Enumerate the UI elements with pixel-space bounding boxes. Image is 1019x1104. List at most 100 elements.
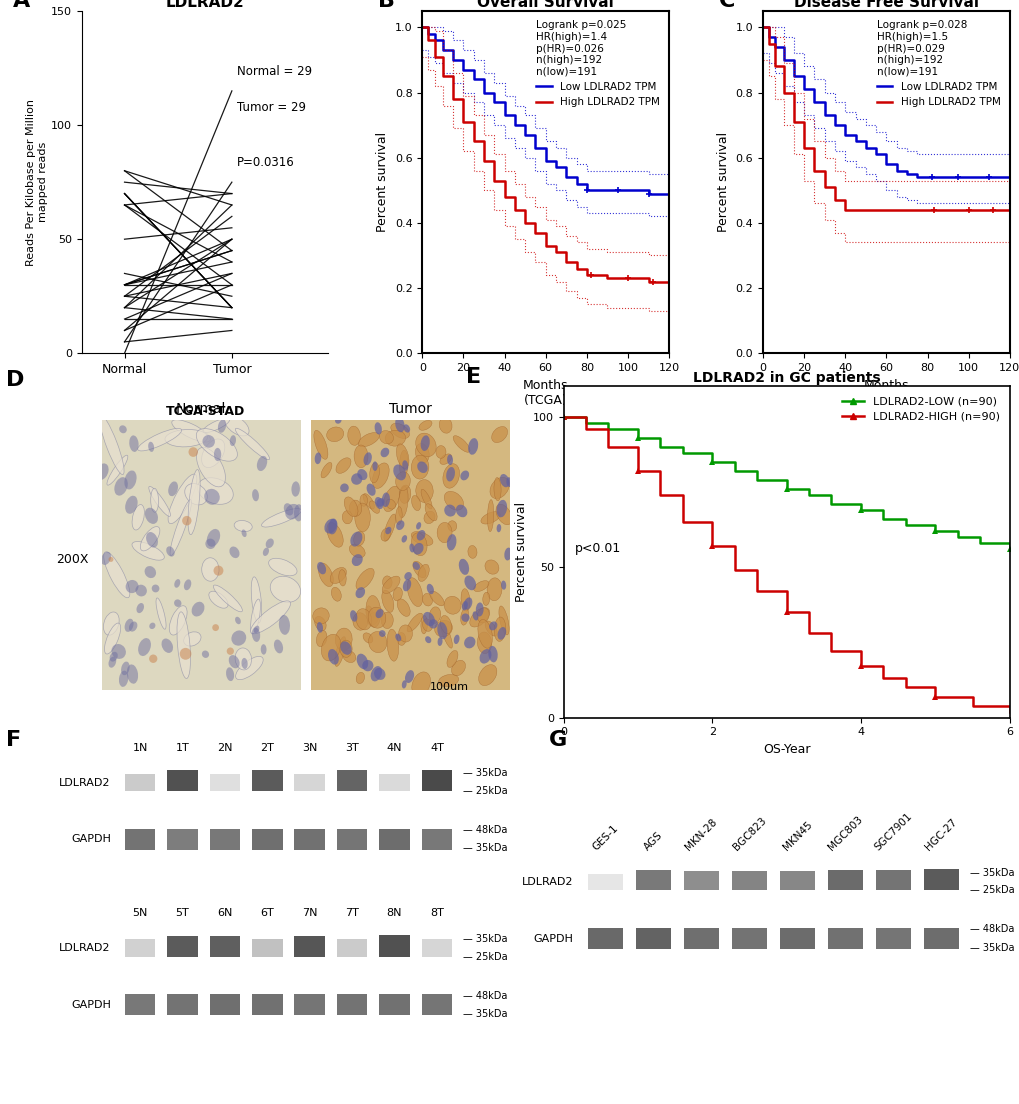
Ellipse shape bbox=[351, 474, 362, 485]
Ellipse shape bbox=[357, 654, 368, 669]
Bar bbox=[124, 995, 155, 1016]
Ellipse shape bbox=[404, 572, 412, 580]
Ellipse shape bbox=[452, 436, 470, 453]
Ellipse shape bbox=[461, 614, 469, 622]
Bar bbox=[210, 995, 239, 1016]
Ellipse shape bbox=[411, 531, 432, 545]
Ellipse shape bbox=[475, 603, 483, 616]
Ellipse shape bbox=[166, 546, 174, 556]
Ellipse shape bbox=[326, 427, 343, 442]
Ellipse shape bbox=[338, 570, 345, 586]
Ellipse shape bbox=[171, 420, 210, 442]
Title: LDLRAD2 in GC patients: LDLRAD2 in GC patients bbox=[692, 371, 879, 385]
Ellipse shape bbox=[331, 587, 341, 602]
Ellipse shape bbox=[165, 429, 207, 447]
Ellipse shape bbox=[202, 558, 219, 581]
Ellipse shape bbox=[257, 456, 267, 471]
Ellipse shape bbox=[455, 505, 467, 518]
Text: GAPDH: GAPDH bbox=[533, 934, 573, 944]
Ellipse shape bbox=[386, 629, 398, 661]
Bar bbox=[167, 995, 198, 1016]
Ellipse shape bbox=[374, 497, 383, 509]
Text: LDLRAD2: LDLRAD2 bbox=[59, 943, 111, 953]
Ellipse shape bbox=[394, 417, 405, 433]
Text: 5T: 5T bbox=[175, 909, 190, 919]
Text: GES-1: GES-1 bbox=[590, 822, 620, 852]
Text: — 25kDa: — 25kDa bbox=[969, 885, 1014, 895]
Ellipse shape bbox=[464, 597, 472, 609]
Bar bbox=[124, 829, 155, 850]
Ellipse shape bbox=[124, 618, 133, 631]
Ellipse shape bbox=[149, 655, 157, 662]
Text: 7T: 7T bbox=[344, 909, 359, 919]
Ellipse shape bbox=[242, 530, 247, 537]
Ellipse shape bbox=[360, 495, 367, 507]
Ellipse shape bbox=[352, 554, 363, 566]
Ellipse shape bbox=[204, 489, 219, 505]
Text: GAPDH: GAPDH bbox=[71, 835, 111, 845]
Legend: LDLRAD2-LOW (n=90), LDLRAD2-HIGH (n=90): LDLRAD2-LOW (n=90), LDLRAD2-HIGH (n=90) bbox=[837, 392, 1004, 426]
Bar bbox=[588, 873, 623, 890]
Bar bbox=[294, 774, 325, 790]
Ellipse shape bbox=[347, 426, 360, 445]
Bar bbox=[636, 928, 671, 949]
Ellipse shape bbox=[354, 531, 365, 546]
Ellipse shape bbox=[174, 599, 181, 607]
Ellipse shape bbox=[376, 498, 384, 507]
Legend: Low LDLRAD2 TPM, High LDLRAD2 TPM: Low LDLRAD2 TPM, High LDLRAD2 TPM bbox=[531, 17, 663, 112]
Ellipse shape bbox=[459, 559, 469, 575]
Ellipse shape bbox=[209, 592, 228, 608]
Ellipse shape bbox=[470, 607, 489, 627]
Legend: Low LDLRAD2 TPM, High LDLRAD2 TPM: Low LDLRAD2 TPM, High LDLRAD2 TPM bbox=[871, 17, 1004, 112]
Text: P=0.0316: P=0.0316 bbox=[237, 156, 294, 169]
Text: 2T: 2T bbox=[260, 743, 274, 753]
Ellipse shape bbox=[334, 417, 341, 424]
Ellipse shape bbox=[343, 497, 358, 517]
Bar bbox=[167, 769, 198, 790]
Ellipse shape bbox=[416, 433, 436, 457]
Ellipse shape bbox=[396, 598, 410, 616]
Ellipse shape bbox=[404, 424, 410, 433]
Ellipse shape bbox=[100, 415, 124, 475]
Ellipse shape bbox=[356, 587, 365, 598]
Bar bbox=[588, 928, 623, 949]
Text: — 48kDa: — 48kDa bbox=[463, 990, 507, 1000]
Y-axis label: Percent survival: Percent survival bbox=[514, 502, 527, 602]
Bar bbox=[252, 829, 282, 850]
Ellipse shape bbox=[366, 484, 375, 496]
Ellipse shape bbox=[392, 587, 403, 601]
Ellipse shape bbox=[226, 667, 234, 681]
Text: — 35kDa: — 35kDa bbox=[463, 768, 507, 778]
Ellipse shape bbox=[202, 439, 224, 468]
Ellipse shape bbox=[429, 591, 444, 606]
Ellipse shape bbox=[487, 577, 501, 601]
Ellipse shape bbox=[198, 478, 233, 505]
Text: 1T: 1T bbox=[175, 743, 190, 753]
Ellipse shape bbox=[184, 484, 207, 505]
Ellipse shape bbox=[131, 542, 164, 560]
Ellipse shape bbox=[493, 478, 500, 501]
Ellipse shape bbox=[235, 648, 252, 670]
Ellipse shape bbox=[321, 463, 331, 478]
Ellipse shape bbox=[363, 493, 374, 509]
Bar bbox=[379, 995, 410, 1016]
Ellipse shape bbox=[107, 455, 127, 485]
Ellipse shape bbox=[461, 588, 470, 612]
Ellipse shape bbox=[374, 668, 385, 680]
Ellipse shape bbox=[437, 622, 447, 639]
Ellipse shape bbox=[314, 616, 326, 630]
Text: 100um: 100um bbox=[430, 682, 469, 692]
Text: 7N: 7N bbox=[302, 909, 317, 919]
Ellipse shape bbox=[366, 606, 373, 622]
Ellipse shape bbox=[411, 533, 427, 555]
Ellipse shape bbox=[439, 454, 451, 465]
Ellipse shape bbox=[383, 486, 399, 511]
Ellipse shape bbox=[212, 624, 219, 631]
Ellipse shape bbox=[138, 428, 181, 450]
Ellipse shape bbox=[499, 474, 508, 487]
Bar bbox=[379, 774, 410, 790]
Text: Normal = 29: Normal = 29 bbox=[237, 65, 312, 78]
Bar bbox=[684, 928, 718, 949]
Bar bbox=[294, 829, 325, 850]
Ellipse shape bbox=[108, 657, 116, 668]
